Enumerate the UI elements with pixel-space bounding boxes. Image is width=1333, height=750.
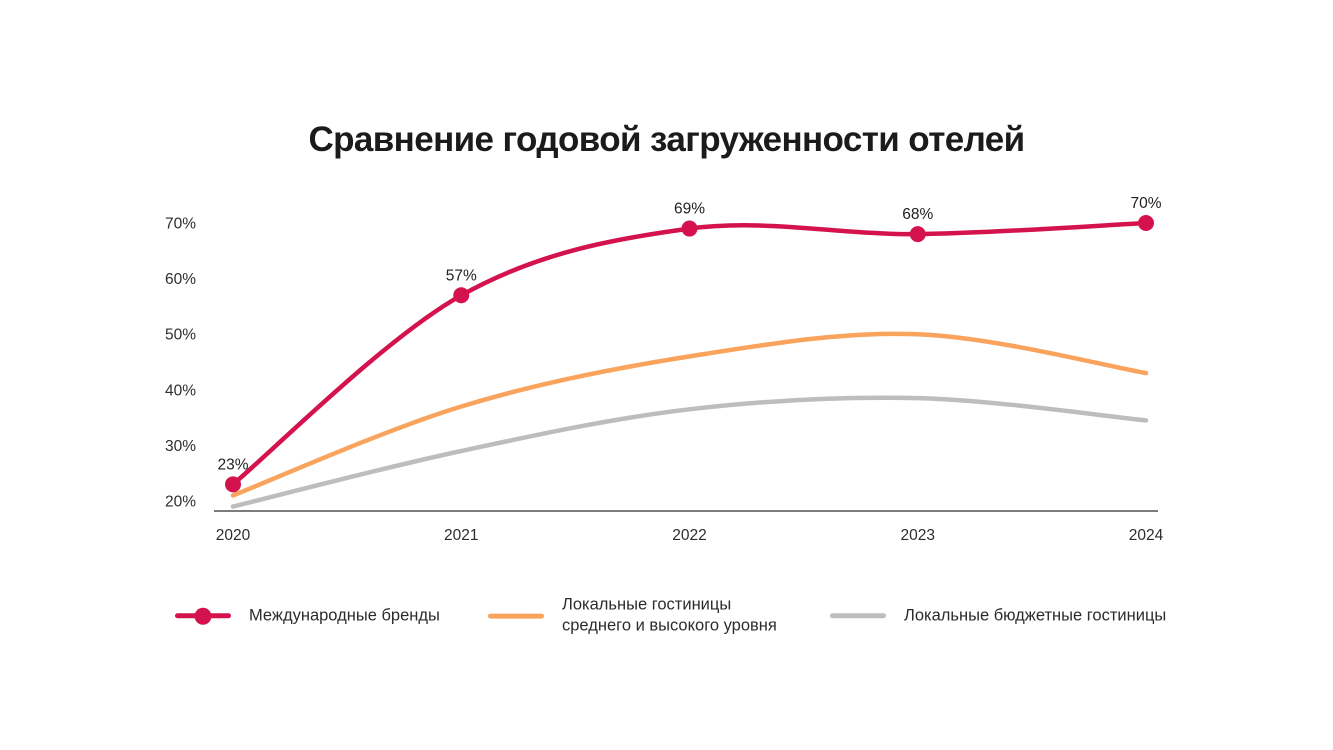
data-point-dot-international-brands <box>681 220 698 237</box>
x-axis-tick-label: 2020 <box>216 527 251 544</box>
y-axis-tick-label: 60% <box>165 271 196 288</box>
data-point-label: 57% <box>446 267 477 284</box>
data-point-dot-international-brands <box>909 226 926 243</box>
y-axis-tick-label: 70% <box>165 216 196 233</box>
data-point-label: 70% <box>1130 195 1161 212</box>
y-axis-tick-label: 20% <box>165 494 196 511</box>
x-axis-tick-label: 2022 <box>672 527 706 544</box>
series-line-local-budget-hotels <box>230 395 1149 509</box>
legend-marker-dot-icon <box>194 607 212 625</box>
x-axis-tick-label: 2024 <box>1129 527 1164 544</box>
y-axis-tick-label: 30% <box>165 438 196 455</box>
data-point-label: 68% <box>902 206 933 223</box>
legend-line-swatch <box>488 613 544 619</box>
series-line-international-brands <box>230 220 1149 487</box>
legend-item-international-brands: Международные бренды <box>175 605 440 626</box>
legend-line-swatch <box>175 607 231 625</box>
x-axis-tick-label: 2023 <box>901 527 935 544</box>
series-line-local-midscale-hotels <box>230 331 1149 498</box>
data-point-label: 69% <box>674 201 705 218</box>
y-axis-tick-label: 50% <box>165 327 196 344</box>
data-point-dot-international-brands <box>225 476 241 493</box>
x-axis-tick-label: 2021 <box>444 527 478 544</box>
legend-item-label: Локальные гостиницы среднего и высокого … <box>562 595 777 635</box>
legend-item-local-budget-hotels: Локальные бюджетные гостиницы <box>830 605 1166 626</box>
legend-line-swatch <box>830 613 886 619</box>
data-point-dot-international-brands <box>453 287 470 304</box>
data-point-dot-international-brands <box>1138 215 1154 231</box>
legend-item-label: Международные бренды <box>249 606 440 625</box>
legend-item-label: Локальные бюджетные гостиницы <box>904 606 1167 625</box>
chart-title: Сравнение годовой загруженности отелей <box>308 120 1025 159</box>
legend-item-local-midscale-hotels: Локальные гостиницы среднего и высокого … <box>488 595 782 638</box>
y-axis-tick-label: 40% <box>165 382 196 399</box>
data-point-label: 23% <box>217 456 248 473</box>
